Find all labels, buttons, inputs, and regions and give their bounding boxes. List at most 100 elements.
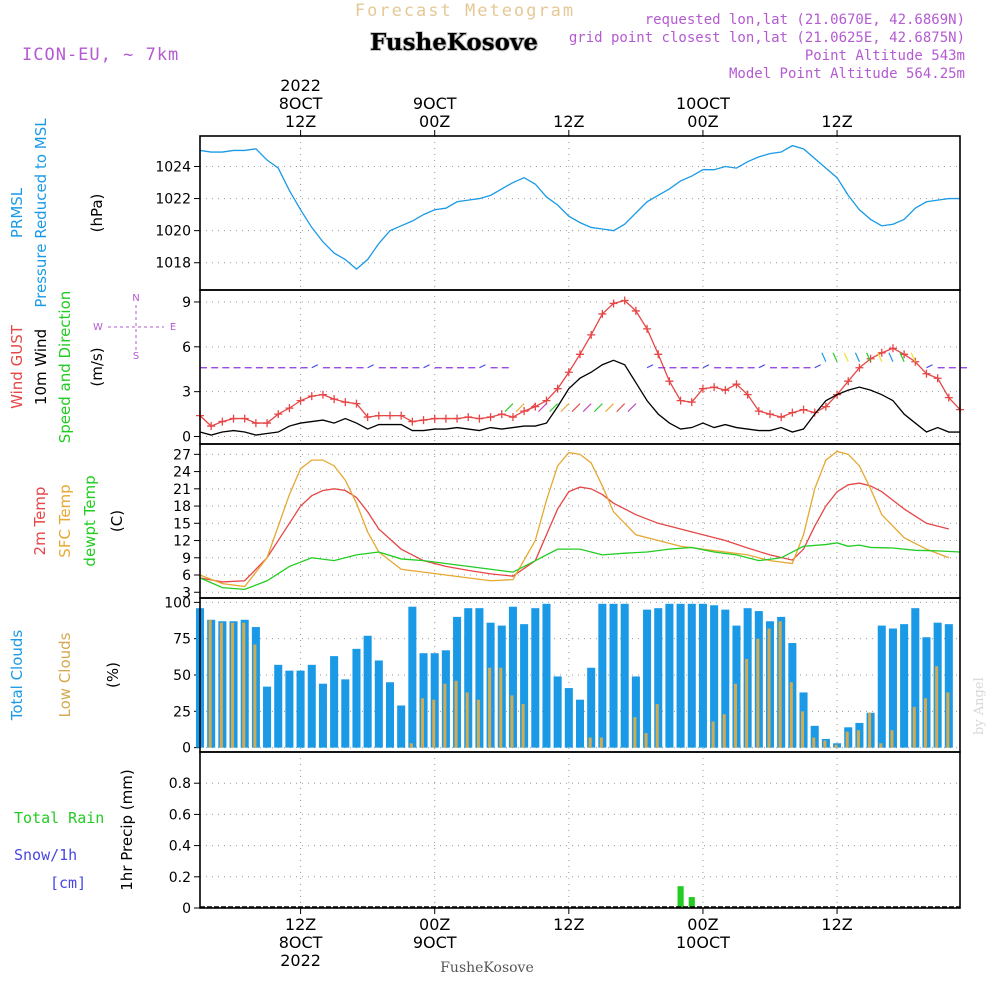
wind-arrow — [646, 364, 654, 369]
total-cloud-bar — [341, 679, 350, 748]
total-cloud-bar — [877, 625, 886, 748]
bottom-time-label: 8OCT — [279, 933, 323, 952]
gust-marker — [631, 306, 640, 315]
wind-arrow — [627, 403, 637, 413]
top-time-label: 8OCT — [279, 94, 323, 113]
total-cloud-bar — [352, 648, 361, 748]
total-cloud-bar — [263, 686, 272, 748]
gust-marker — [721, 386, 730, 395]
panel-4: 0 25 50 75 100 Total Clouds Low Clouds (%) — [8, 595, 961, 757]
wind-arrow — [877, 352, 883, 363]
low-cloud-bar — [454, 680, 458, 748]
low-cloud-bar — [756, 638, 760, 748]
panel-frame — [199, 751, 961, 909]
low-cloud-bar — [499, 667, 503, 748]
y-axis-label: SFC Temp — [56, 484, 74, 557]
y-axis-label: dewpt Temp — [81, 475, 99, 566]
model-altitude: Model Point Altitude 564.25m — [729, 66, 965, 82]
low-cloud-bar — [510, 695, 514, 748]
total-cloud-bar — [888, 628, 897, 748]
rain-label: Total Rain — [14, 809, 104, 827]
wind-arrow — [582, 403, 592, 413]
series-line-1 — [199, 359, 960, 436]
y-tick-label: 1020 — [155, 224, 191, 240]
gust-marker — [922, 369, 931, 378]
wind-arrow — [538, 403, 547, 413]
gust-marker — [710, 383, 719, 392]
total-cloud-bar — [587, 667, 596, 748]
gust-marker — [754, 407, 763, 416]
low-cloud-bar — [242, 622, 246, 748]
gust-marker — [576, 350, 584, 359]
low-cloud-bar — [722, 714, 726, 748]
bottom-time-label: 9OCT — [413, 933, 457, 952]
low-cloud-bar — [488, 667, 492, 748]
y-axis-label: 1hr Precip (mm) — [118, 769, 136, 890]
low-cloud-bar — [465, 692, 469, 748]
rain-bar — [688, 897, 695, 908]
gust-marker — [486, 413, 495, 422]
gust-marker — [888, 344, 897, 353]
y-axis-label: Pressure Reduced to MSL — [32, 118, 50, 308]
wind-arrow — [504, 403, 514, 413]
wind-arrow — [854, 352, 860, 363]
top-time-label: 12Z — [553, 112, 584, 131]
y-axis-label: Wind GUST — [8, 324, 26, 409]
gust-marker — [419, 416, 428, 425]
gust-marker — [855, 363, 864, 372]
low-cloud-bar — [644, 733, 648, 748]
y-tick-label: 50 — [173, 668, 191, 684]
low-cloud-bar — [935, 666, 939, 748]
total-cloud-bar — [408, 606, 417, 748]
low-cloud-bar — [789, 682, 793, 748]
total-cloud-bar — [397, 705, 406, 748]
gust-marker — [553, 384, 562, 393]
total-cloud-bar — [631, 676, 640, 748]
bottom-time-label: 00Z — [687, 915, 718, 934]
gust-marker — [598, 309, 607, 318]
y-axis-label: Total Clouds — [8, 630, 26, 722]
gust-marker — [777, 413, 786, 422]
gust-marker — [609, 299, 618, 308]
series-line-1 — [199, 450, 950, 588]
wind-arrow — [560, 403, 570, 413]
series-line-2 — [199, 542, 961, 591]
rain-bar — [677, 886, 684, 908]
gust-marker — [430, 414, 439, 423]
gust-marker — [330, 395, 339, 404]
panel-2: 0 3 6 9 Wind GUST 10m Wind Speed and Direction… — [8, 289, 967, 446]
gust-marker — [676, 396, 685, 405]
low-cloud-bar — [521, 704, 525, 748]
gust-marker — [296, 396, 305, 405]
wind-arrow — [814, 364, 821, 369]
y-tick-label: 12 — [173, 534, 191, 550]
low-cloud-bar — [476, 699, 480, 748]
total-cloud-bar — [676, 603, 685, 748]
wind-arrow — [758, 364, 766, 369]
y-tick-label: 0 — [182, 901, 191, 917]
low-cloud-bar — [599, 737, 603, 748]
y-tick-label: 24 — [173, 465, 191, 481]
low-cloud-bar — [812, 737, 816, 748]
compass-e: E — [170, 322, 176, 333]
low-cloud-bar — [409, 743, 413, 748]
gust-marker — [397, 411, 406, 420]
panel-frame — [199, 135, 961, 291]
y-tick-label: 0 — [182, 741, 191, 757]
total-cloud-bar — [520, 624, 529, 748]
wind-arrow — [479, 364, 486, 369]
gust-marker — [933, 374, 942, 383]
gust-marker — [788, 408, 797, 417]
y-tick-label: 9 — [182, 295, 191, 311]
gust-marker — [944, 393, 953, 402]
gust-marker — [207, 422, 216, 431]
footer-location: FusheKosove — [440, 960, 534, 976]
y-tick-label: 1018 — [155, 256, 191, 272]
total-cloud-bar — [464, 608, 473, 748]
low-cloud-bar — [633, 717, 637, 748]
low-cloud-bar — [443, 683, 447, 748]
y-tick-label: 75 — [173, 632, 191, 648]
y-axis-label: (%) — [104, 662, 122, 688]
total-cloud-bar — [900, 624, 909, 748]
gust-marker — [218, 417, 227, 426]
